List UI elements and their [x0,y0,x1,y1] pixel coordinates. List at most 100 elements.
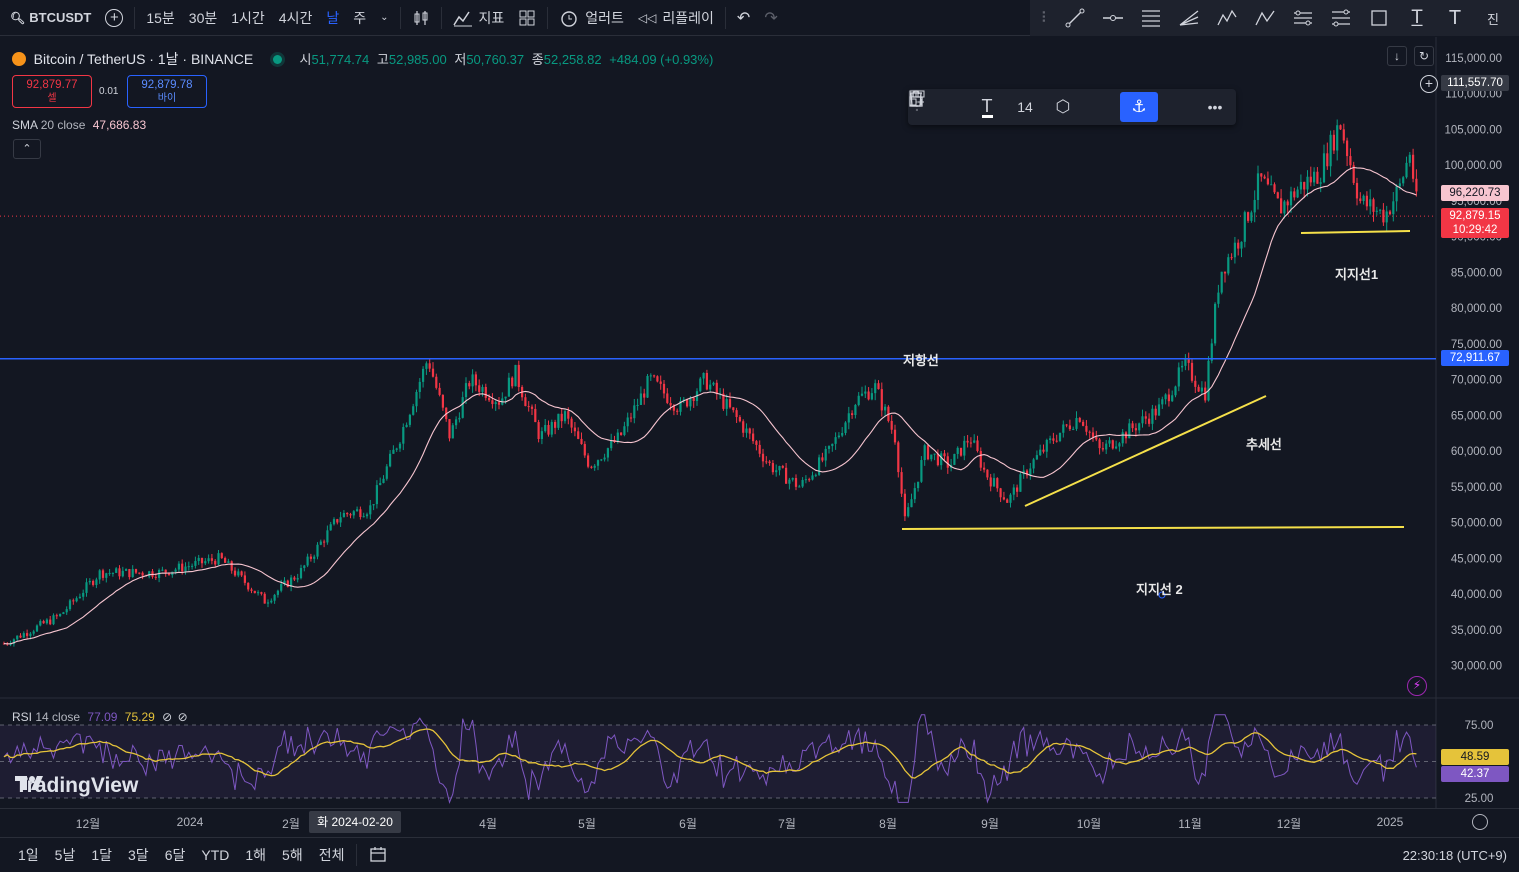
support2-annotation[interactable]: 지지선 2 [1136,582,1183,597]
candle-body [29,633,32,636]
range-6m[interactable]: 6달 [164,847,186,863]
symbol-search[interactable]: 🔍︎ BTCUSDT [0,0,98,36]
settings-button[interactable]: ⬡ [1044,92,1082,122]
candle-body [243,575,246,583]
template-button[interactable] [909,90,968,122]
horizontal-ray-tool[interactable] [1094,0,1132,36]
drawing-toolbar: ⠇ T̲ T 진 [1030,0,1519,36]
range-1d[interactable]: 1일 [18,847,39,863]
candle-body [834,437,837,444]
timezone-clock[interactable]: 22:30:18 (UTC+9) [1402,848,1507,863]
text-format-tool[interactable]: T̲ [1398,0,1436,36]
rsi-legend[interactable]: RSI 14 close 77.09 75.29 ⊘ ⊘ [12,710,188,724]
candle-body [131,569,134,578]
more-tools-label[interactable]: 진 [1487,11,1499,27]
range-5d[interactable]: 5날 [54,847,76,863]
plus-circle-icon: + [105,8,124,27]
hidden-eye-icon[interactable]: ⊘ [162,710,173,724]
indicators-button[interactable]: 지표 [446,0,512,36]
time-axis[interactable]: 12월 2024 2월 4월 5월 6월 7월 8월 9월 10월 11월 12… [0,808,1519,836]
interval-15m[interactable]: 15분 [146,9,175,26]
candle-body [32,631,35,634]
candle-body [1184,358,1187,366]
candle-body [435,376,438,388]
pitchfork-tool[interactable] [1170,0,1208,36]
undo-button[interactable]: ↶ [730,0,757,36]
collapse-legend-button[interactable]: ⌃ [13,139,41,159]
scroll-to-end-button[interactable]: ↓ [1387,46,1407,66]
abcd-pattern-tool[interactable] [1246,0,1284,36]
sell-price: 92,879.77 [26,79,78,91]
range-3m[interactable]: 3달 [128,847,149,863]
interval-1d[interactable]: 날 [326,9,340,26]
interval-1w[interactable]: 주 [353,9,367,26]
elliott-wave-tool[interactable] [1208,0,1246,36]
candle-body [880,389,883,411]
candle-body [798,486,801,488]
font-size-button[interactable]: 14 [1017,99,1033,115]
delete-button[interactable] [910,90,1196,122]
time-label: 2월 [282,817,300,831]
candle-body [1078,417,1081,422]
rectangle-tool[interactable] [1360,0,1398,36]
settings-gear-icon[interactable] [1472,814,1488,830]
add-symbol-button[interactable]: + [98,0,130,36]
sell-button[interactable]: 92,879.77 셀 [12,75,92,108]
candle-body [85,582,88,593]
wave-icon [1217,9,1237,26]
sma-line [3,166,1417,645]
candle-body [596,460,600,466]
interval-30m[interactable]: 30분 [188,9,218,26]
resistance-annotation[interactable]: 저항선 [903,353,939,368]
parallel-channel-tool[interactable] [1284,0,1322,36]
candle-body [692,398,695,402]
lock-button[interactable] [909,90,1120,122]
interval-4h[interactable]: 4시간 [278,9,313,26]
price-chart[interactable]: 115,000.00 110,000.00 105,000.00 100,000.00… [0,37,1519,835]
buy-button[interactable]: 92,879.78 바이 [127,75,207,108]
date-range-button[interactable] [361,845,395,866]
range-1y[interactable]: 1해 [245,847,267,863]
fib-tool[interactable] [1132,0,1170,36]
chart-area[interactable]: 115,000.00 110,000.00 105,000.00 100,000.00… [0,37,1519,835]
drag-handle-icon[interactable]: ⠇ [1040,10,1052,27]
trash-icon [910,90,922,107]
range-ytd[interactable]: YTD [201,847,230,863]
support1-annotation[interactable]: 지지선1 [1335,267,1379,282]
range-all[interactable]: 전체 [318,847,345,863]
candle-body [1355,182,1359,199]
rewind-icon: ◁◁ [637,10,657,25]
chart-type-button[interactable] [405,0,437,36]
reset-scale-button[interactable]: ↻ [1414,46,1434,66]
ruler-tool[interactable] [1322,0,1360,36]
replay-button[interactable]: ◁◁ 리플레이 [631,0,721,36]
interval-dropdown[interactable]: ⌄ [373,0,395,36]
candle-body [775,470,778,473]
candle-body [408,414,411,425]
add-alert-plus-button[interactable]: + [1420,75,1438,93]
trendline-annotation[interactable]: 추세선 [1246,437,1282,452]
candle-body [606,448,609,458]
alert-button[interactable]: 얼러트 [552,0,631,36]
text-tool[interactable]: T [1436,0,1474,36]
sma-legend[interactable]: SMA 20 close 47,686.83 [12,118,146,132]
range-1m[interactable]: 1달 [91,847,113,863]
ruler-icon [1332,9,1350,27]
price-tick-label: 60,000.00 [1451,446,1502,458]
hidden-eye-icon[interactable]: ⊘ [177,710,188,724]
candle-body [62,612,65,614]
candle-body [771,463,774,473]
layouts-button[interactable] [511,0,543,36]
candle-body [996,478,999,489]
more-options-button[interactable]: ••• [1196,92,1234,122]
candle-body [709,384,712,390]
trend-line-tool[interactable] [1056,0,1094,36]
text-color-button[interactable]: T [968,92,1006,122]
candle-body [534,408,537,423]
lightning-icon[interactable]: ⚡︎ [1407,676,1427,696]
redo-button[interactable]: ↷ [757,0,784,36]
candle-body [676,410,679,412]
interval-1h[interactable]: 1시간 [231,9,265,26]
range-5y[interactable]: 5해 [282,847,303,863]
anchor-button[interactable]: ⚓︎ [1120,92,1158,122]
